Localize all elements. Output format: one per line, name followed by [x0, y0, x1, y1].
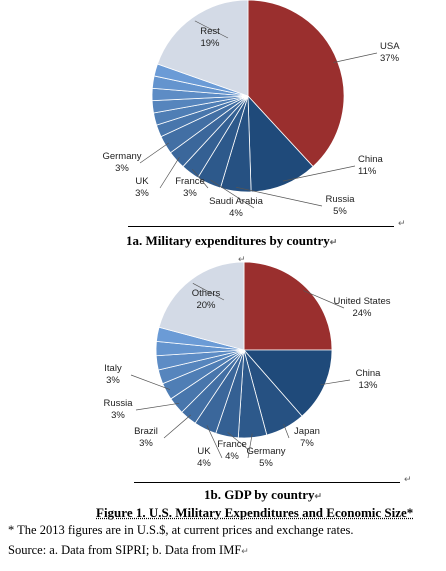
- leader-line: [333, 52, 378, 63]
- slice-label-uk: UK: [197, 446, 211, 457]
- leader-line: [130, 374, 171, 390]
- leader-line: [163, 414, 191, 439]
- slice-label-france: France: [175, 176, 205, 187]
- slice-label-italy: Italy: [104, 363, 122, 374]
- slice-label-uk: UK: [135, 176, 149, 187]
- pie-slice-united-states: [243, 262, 333, 351]
- slice-percent-brazil: 3%: [139, 438, 153, 449]
- leader-line: [210, 179, 255, 209]
- slice-label-others: Others: [192, 288, 221, 299]
- slice-percent-united-states: 24%: [352, 308, 372, 319]
- slice-percent-france: 3%: [183, 188, 197, 199]
- slice-label-united-states: United States: [333, 296, 390, 307]
- slice-label-china: China: [356, 368, 382, 379]
- leader-line: [206, 425, 223, 459]
- slice-percent-others: 20%: [196, 300, 216, 311]
- leader-line: [283, 423, 290, 439]
- pie-slice-china: [247, 94, 314, 193]
- leader-line: [227, 432, 251, 452]
- slice-percent-france: 4%: [225, 451, 239, 462]
- leader-line: [159, 157, 180, 189]
- leader-line: [192, 283, 225, 301]
- separator-line: [128, 226, 394, 227]
- slice-percent-italy: 3%: [106, 375, 120, 386]
- slice-label-brazil: Brazil: [134, 426, 158, 437]
- return-mark: ↵: [404, 474, 412, 484]
- leader-line: [320, 379, 351, 386]
- slice-percent-russia: 3%: [111, 410, 125, 421]
- slice-label-germany: Germany: [102, 151, 141, 162]
- pie-slice-others: [158, 262, 245, 351]
- caption-1a-text: 1a. Military expenditures by country: [126, 233, 330, 248]
- leader-line: [247, 433, 253, 459]
- leader-line: [139, 142, 170, 164]
- leader-line: [282, 165, 356, 182]
- slice-percent-germany: 5%: [259, 458, 273, 469]
- leader-line: [236, 186, 323, 207]
- slice-percent-china: 13%: [358, 380, 378, 391]
- slice-label-rest: Rest: [200, 26, 220, 37]
- slice-percent-saudi-arabia: 4%: [229, 208, 243, 219]
- slice-percent-rest: 19%: [200, 38, 220, 49]
- slice-percent-russia: 5%: [333, 206, 347, 217]
- return-mark: ↵: [238, 254, 246, 264]
- slice-percent-uk: 3%: [135, 188, 149, 199]
- slice-percent-germany: 3%: [115, 163, 129, 174]
- leader-line: [194, 20, 229, 39]
- slice-percent-uk: 4%: [197, 458, 211, 469]
- figure-title: Figure 1. U.S. Military Expenditures and…: [96, 505, 414, 520]
- leader-line: [192, 169, 209, 189]
- pie-slice-usa: [247, 0, 345, 168]
- caption-1b-text: 1b. GDP by country: [204, 487, 315, 502]
- pie-slice-rest: [156, 0, 249, 97]
- slice-label-saudi-arabia: Saudi Arabia: [209, 196, 264, 207]
- slice-label-france: France: [217, 439, 247, 450]
- pie-slice-china: [243, 349, 333, 417]
- slice-percent-china: 11%: [358, 166, 377, 177]
- slice-label-china: China: [358, 154, 384, 165]
- slice-percent-usa: 37%: [380, 53, 400, 64]
- slice-label-germany: Germany: [246, 446, 285, 457]
- source-text: Source: a. Data from SIPRI; b. Data from…: [8, 543, 242, 557]
- slice-label-russia: Russia: [325, 194, 355, 205]
- separator-line: [134, 482, 400, 483]
- leader-line: [303, 290, 345, 309]
- paragraph-mark: ↵: [329, 237, 338, 247]
- return-mark: ↵: [241, 546, 249, 556]
- slice-percent-japan: 7%: [300, 438, 314, 449]
- slice-label-japan: Japan: [294, 426, 320, 437]
- slice-label-russia: Russia: [103, 398, 133, 409]
- slice-label-usa: USA: [380, 41, 400, 52]
- leader-line: [135, 402, 180, 411]
- paragraph-mark: ↵: [314, 491, 323, 501]
- footnote: * The 2013 figures are in U.S.$, at curr…: [8, 523, 354, 537]
- caption-1a: 1a. Military expenditures by country↵: [126, 233, 337, 249]
- return-mark: ↵: [398, 218, 406, 228]
- caption-1b: 1b. GDP by country↵: [204, 487, 322, 503]
- source-note: Source: a. Data from SIPRI; b. Data from…: [8, 543, 249, 558]
